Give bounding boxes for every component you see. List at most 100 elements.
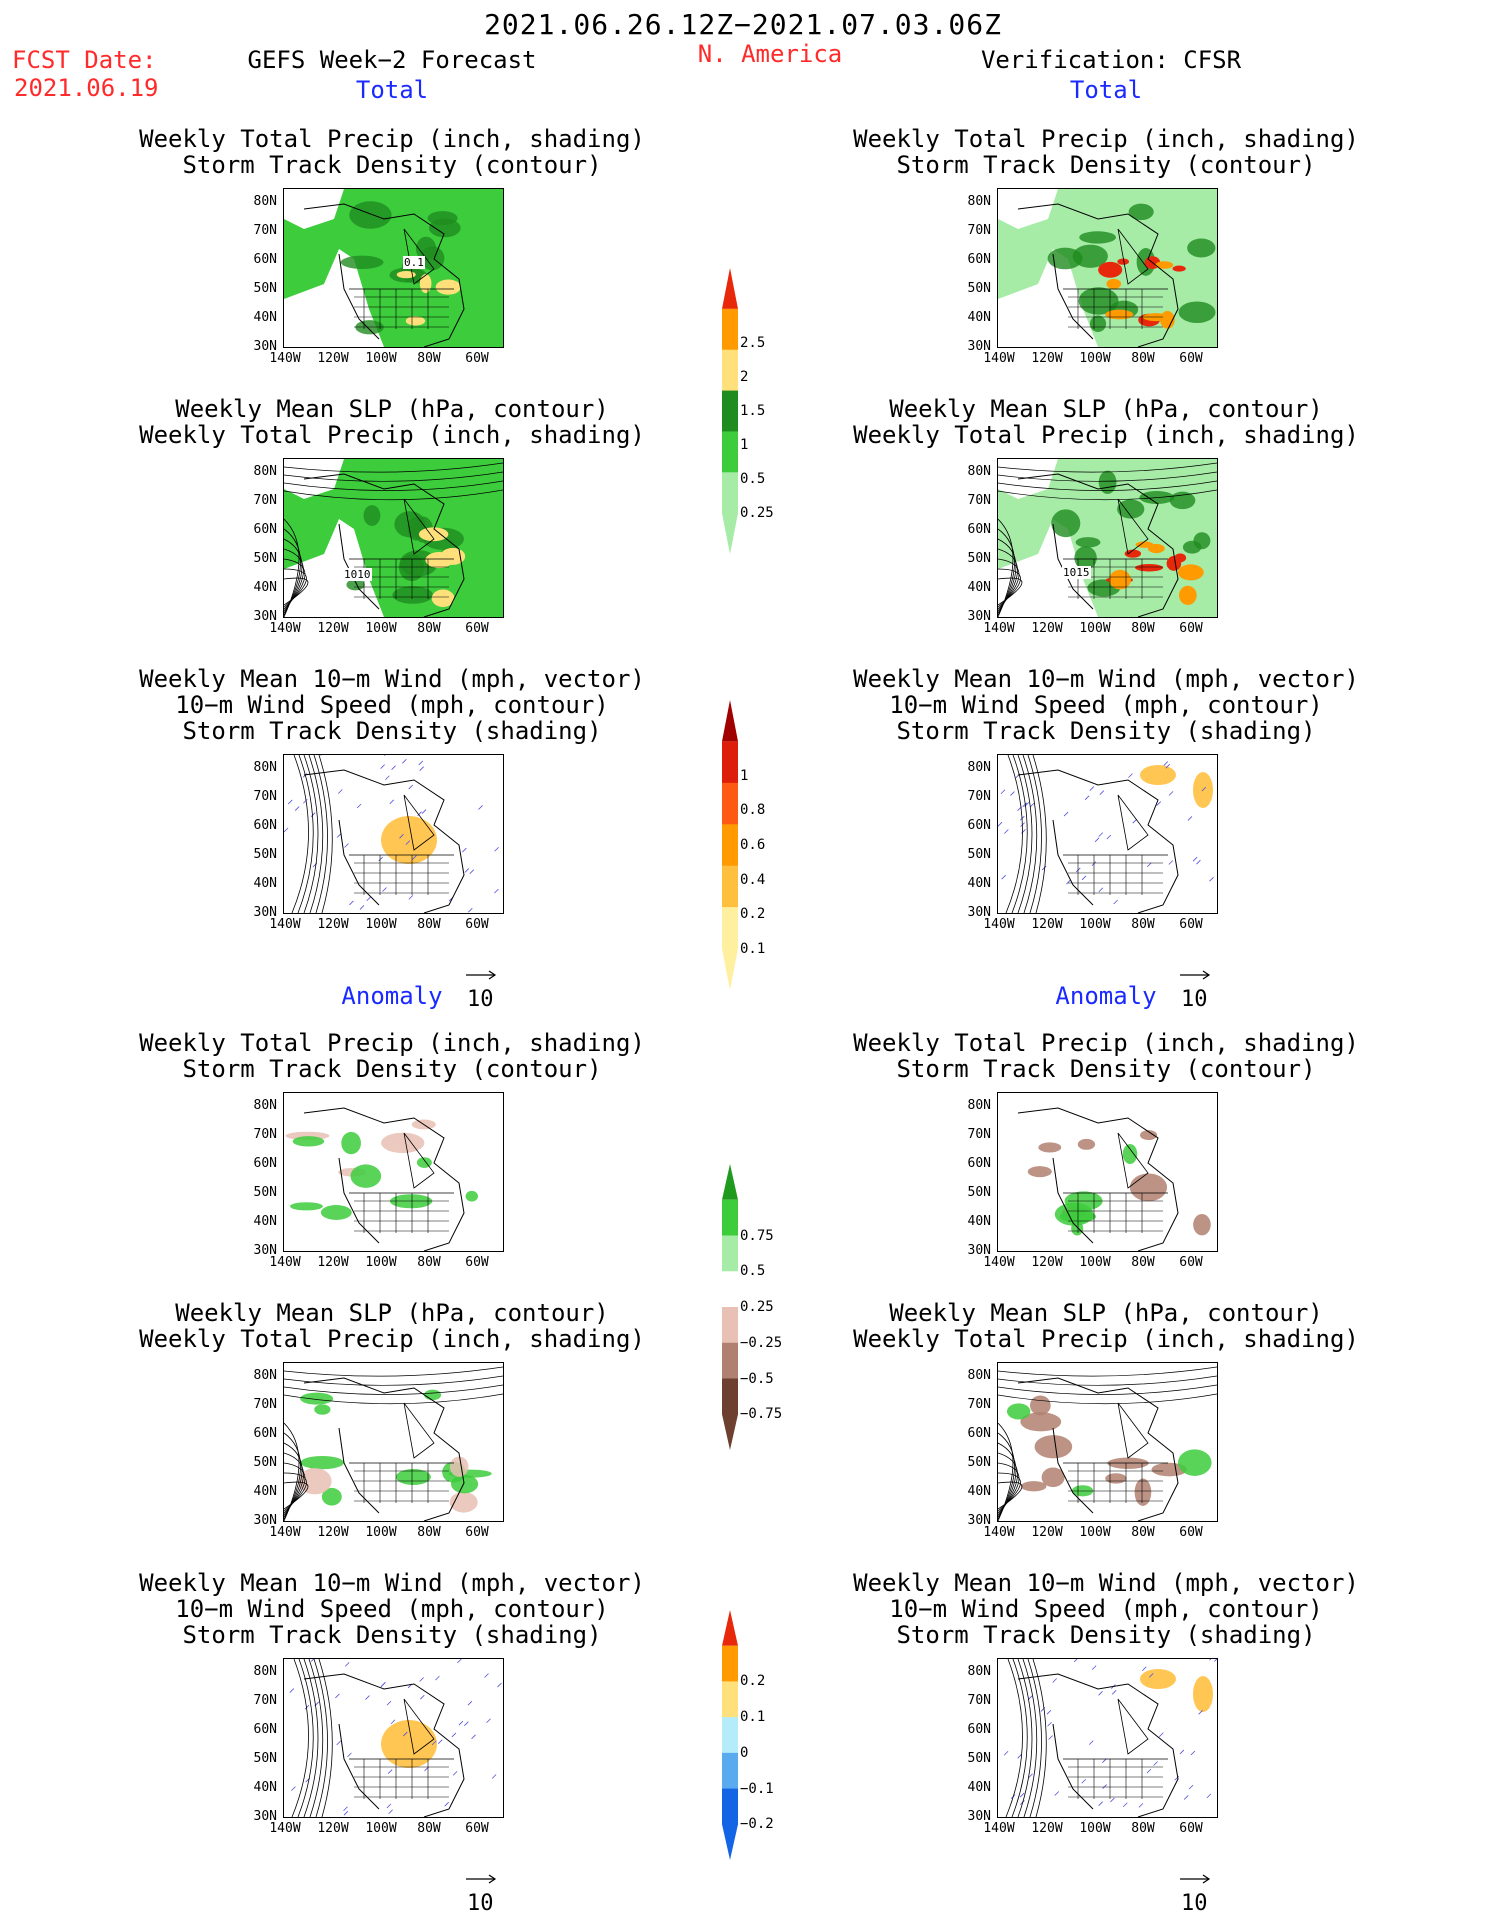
panel-title-line: Storm Track Density (shading) [896,1621,1316,1649]
lat-tick-label: 80N [253,760,277,775]
lat-tick-label: 60N [253,1426,277,1441]
colorbar-label: 0.4 [740,871,766,888]
lat-tick-label: 40N [253,876,277,891]
lat-tick-label: 80N [967,760,991,775]
lat-tick-label: 70N [967,223,991,238]
lat-tick-label: 30N [967,1243,991,1258]
map-panel [997,1362,1218,1522]
lat-tick-label: 70N [253,1397,277,1412]
lat-tick-label: 80N [967,1664,991,1679]
panel-title-line: Weekly Total Precip (inch, shading) [853,125,1359,153]
lat-tick-label: 60N [253,1722,277,1737]
panel-title-line: Weekly Mean SLP (hPa, contour) [889,395,1323,423]
lat-tick-label: 40N [253,1484,277,1499]
lat-tick-label: 50N [253,847,277,862]
colorbar-label: 1 [740,767,749,784]
panel-title-line: Storm Track Density (contour) [896,151,1316,179]
lat-tick-label: 30N [967,1809,991,1824]
lat-tick-label: 70N [967,493,991,508]
lon-tick-label: 140W [269,1525,301,1540]
lat-tick-label: 50N [967,281,991,296]
lon-tick-label: 80W [1131,621,1155,636]
lon-tick-label: 140W [983,1821,1015,1836]
lat-tick-label: 80N [253,464,277,479]
colorbar-track_total [722,700,738,990]
lon-tick-label: 60W [1179,1821,1203,1836]
lat-tick-label: 30N [253,1513,277,1528]
lon-tick-label: 60W [1179,621,1203,636]
colorbar-label: 0.75 [740,1227,774,1244]
colorbar-label: 2 [740,368,749,385]
lon-tick-label: 100W [1079,1525,1111,1540]
lat-tick-label: 30N [253,609,277,624]
colorbar-label: 1.5 [740,403,766,419]
colorbar-track_anom [722,1610,738,1860]
lon-tick-label: 80W [1131,1525,1155,1540]
lon-tick-label: 140W [269,917,301,932]
map-panel [283,188,504,348]
lon-tick-label: 80W [1131,917,1155,932]
lon-tick-label: 80W [417,917,441,932]
lon-tick-label: 120W [1031,917,1063,932]
lon-tick-label: 100W [365,1525,397,1540]
lon-tick-label: 140W [983,621,1015,636]
reference-arrow-icon [1180,1874,1211,1884]
colorbar-precip_total [722,268,738,554]
lat-tick-label: 70N [967,1127,991,1142]
lon-tick-label: 60W [465,1525,489,1540]
panel-title-line: Weekly Mean 10−m Wind (mph, vector) [139,665,645,693]
lat-tick-label: 80N [253,1368,277,1383]
lon-tick-label: 120W [317,351,349,366]
lat-tick-label: 40N [253,1214,277,1229]
left-anomaly-heading: Anomaly [341,982,443,1010]
panel-title-line: Weekly Total Precip (inch, shading) [853,1029,1359,1057]
lon-tick-label: 140W [983,351,1015,366]
colorbar-label: 0.2 [740,906,766,923]
lon-tick-label: 140W [983,1525,1015,1540]
lon-tick-label: 60W [465,917,489,932]
lon-tick-label: 80W [1131,1821,1155,1836]
map-panel [283,1362,504,1522]
colorbar-label: 0.1 [740,940,766,957]
colorbar-label: −0.1 [740,1780,774,1797]
reference-vector: 10 [1179,962,1211,1012]
fcst-date-value: 2021.06.19 [14,74,159,102]
lon-tick-label: 120W [317,917,349,932]
lat-tick-label: 80N [967,464,991,479]
panel-title-line: Weekly Total Precip (inch, shading) [139,421,645,449]
lon-tick-label: 100W [365,917,397,932]
panel-title-line: Storm Track Density (contour) [182,151,602,179]
panel-title-line: Weekly Total Precip (inch, shading) [853,1325,1359,1353]
lat-tick-label: 30N [967,1513,991,1528]
lon-tick-label: 80W [417,1255,441,1270]
panel-title-line: Weekly Mean SLP (hPa, contour) [889,1299,1323,1327]
reference-value: 10 [1181,987,1208,1012]
panel-title-line: Storm Track Density (shading) [182,717,602,745]
lat-tick-label: 30N [967,339,991,354]
lat-tick-label: 80N [253,1098,277,1113]
colorbar-precip_anom [722,1164,738,1450]
map-panel [997,188,1218,348]
lon-tick-label: 100W [1079,917,1111,932]
lon-tick-label: 80W [1131,1255,1155,1270]
reference-arrow-icon [466,1874,497,1884]
lat-tick-label: 50N [253,1185,277,1200]
reference-vector: 10 [465,1866,497,1916]
panel-title-line: Weekly Total Precip (inch, shading) [139,1325,645,1353]
lon-tick-label: 120W [317,621,349,636]
colorbar-label: 0.6 [740,837,766,853]
map-panel [283,1658,504,1818]
lat-tick-label: 50N [253,1751,277,1766]
fcst-date-label: FCST Date: [12,46,157,74]
lat-tick-label: 40N [253,310,277,325]
lat-tick-label: 80N [967,194,991,209]
lat-tick-label: 40N [253,1780,277,1795]
lon-tick-label: 60W [1179,1255,1203,1270]
date-range: 2021.06.26.12Z−2021.07.03.06Z [484,8,1002,41]
panel-title-line: Storm Track Density (shading) [182,1621,602,1649]
lon-tick-label: 120W [1031,621,1063,636]
lat-tick-label: 70N [967,1693,991,1708]
lat-tick-label: 40N [967,310,991,325]
lat-tick-label: 80N [253,1664,277,1679]
lat-tick-label: 70N [967,789,991,804]
